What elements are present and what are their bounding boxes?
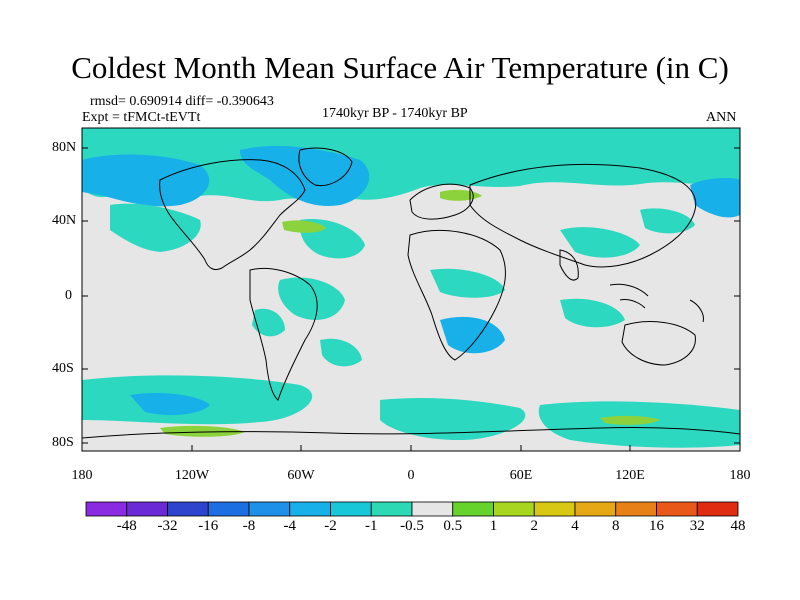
anomaly-region-antarctic-green-2 [600, 415, 660, 425]
colorbar-swatch [126, 501, 168, 517]
anomaly-region-southern-blue [130, 393, 210, 416]
anomaly-region-arctic [82, 128, 740, 202]
anomaly-region-nepacific [82, 154, 210, 207]
anomaly-region-atlantic-green [282, 220, 326, 233]
colorbar-swatch [411, 501, 454, 517]
colorbar-label: -1 [365, 518, 378, 534]
colorbar-swatch [493, 501, 535, 517]
anomaly-region-southern-3 [538, 401, 740, 448]
colorbar-label: 32 [689, 518, 705, 534]
colorbar-label: 48 [730, 518, 746, 534]
x-tick-120e: 120E [615, 468, 645, 483]
experiment-label: Expt = tFMCt-tEVTt [82, 110, 201, 125]
axis-tick-marks [81, 147, 741, 451]
colorbar-swatch [533, 501, 576, 517]
y-tick-80s: 80S [52, 435, 74, 450]
colorbar-swatch [452, 501, 494, 517]
anomaly-region-antarctic-green [160, 425, 245, 437]
anomaly-fields [82, 128, 740, 448]
anomaly-region-south-atlantic [320, 338, 362, 367]
colorbar-label: -2 [324, 518, 337, 534]
anomaly-region-tropics-1 [278, 277, 345, 320]
x-tick-120w: 120W [174, 468, 210, 483]
colorbar-label: -48 [116, 518, 137, 534]
y-tick-80n: 80N [52, 140, 77, 155]
coastline-africa [407, 229, 506, 361]
colorbar-swatch [656, 501, 698, 517]
colorbar-label: -16 [198, 518, 219, 534]
colorbar-label: 4 [571, 518, 579, 534]
colorbar-swatch [330, 501, 372, 517]
colorbar-label: 2 [530, 518, 539, 534]
colorbar-swatch [85, 501, 128, 517]
y-tick-0: 0 [65, 288, 72, 303]
colorbar-label: 1 [489, 518, 498, 534]
anomaly-region-pacific [110, 203, 201, 252]
period-label: 1740kyr BP - 1740kyr BP [322, 106, 468, 121]
anomaly-region-tropics-3 [430, 268, 505, 298]
coastline-maritime-asia [609, 283, 704, 323]
season-label: ANN [706, 110, 737, 125]
colorbar-label: 8 [612, 518, 620, 534]
colorbar-swatch [167, 501, 209, 517]
colorbar-swatch [207, 501, 250, 517]
colorbar-label: -32 [157, 518, 178, 534]
coastlines [82, 147, 740, 439]
coastline-antarctica [82, 426, 740, 439]
anomaly-region-africa [440, 316, 505, 354]
colorbar-swatch [574, 501, 617, 517]
coastline-greenland [298, 147, 353, 187]
colorbar-label: 0.5 [443, 518, 463, 534]
x-tick-60w: 60W [287, 468, 315, 483]
colorbar-label: -4 [283, 518, 297, 534]
coastline-south-america [249, 267, 318, 401]
colorbar-swatch [615, 501, 657, 517]
anomaly-region-asia [560, 227, 640, 258]
anomaly-region-siberia-blue [690, 177, 740, 218]
colorbar-label: 16 [649, 518, 664, 534]
colorbar-swatch [289, 501, 331, 517]
colorbar-label: -8 [242, 518, 256, 534]
anomaly-region-southern-2 [380, 397, 526, 440]
coastline-australia [621, 321, 696, 366]
colorbar-swatch [248, 501, 291, 517]
coastline-north-america [159, 159, 306, 271]
y-tick-40n: 40N [52, 213, 77, 228]
colorbar-label: -0.5 [400, 518, 424, 534]
anomaly-region-tropics-2 [252, 308, 285, 337]
coastline-europe [409, 183, 474, 220]
anomaly-region-indian [560, 298, 625, 328]
coastline-india [559, 249, 579, 281]
x-tick-180w: 180 [71, 468, 93, 483]
x-tick-0: 0 [407, 468, 415, 483]
x-tick-60e: 60E [509, 468, 533, 483]
map-title: Coldest Month Mean Surface Air Temperatu… [71, 50, 729, 85]
coastline-asia [469, 163, 697, 268]
y-tick-40s: 40S [52, 361, 74, 376]
colorbar-swatch [370, 501, 413, 517]
anomaly-region-epacific [640, 208, 695, 234]
x-tick-180e: 180 [729, 468, 751, 483]
anomaly-region-greenland-green [440, 189, 482, 201]
colorbar-swatch [696, 501, 739, 517]
stats-label: rmsd= 0.690914 diff= -0.390643 [90, 94, 274, 109]
